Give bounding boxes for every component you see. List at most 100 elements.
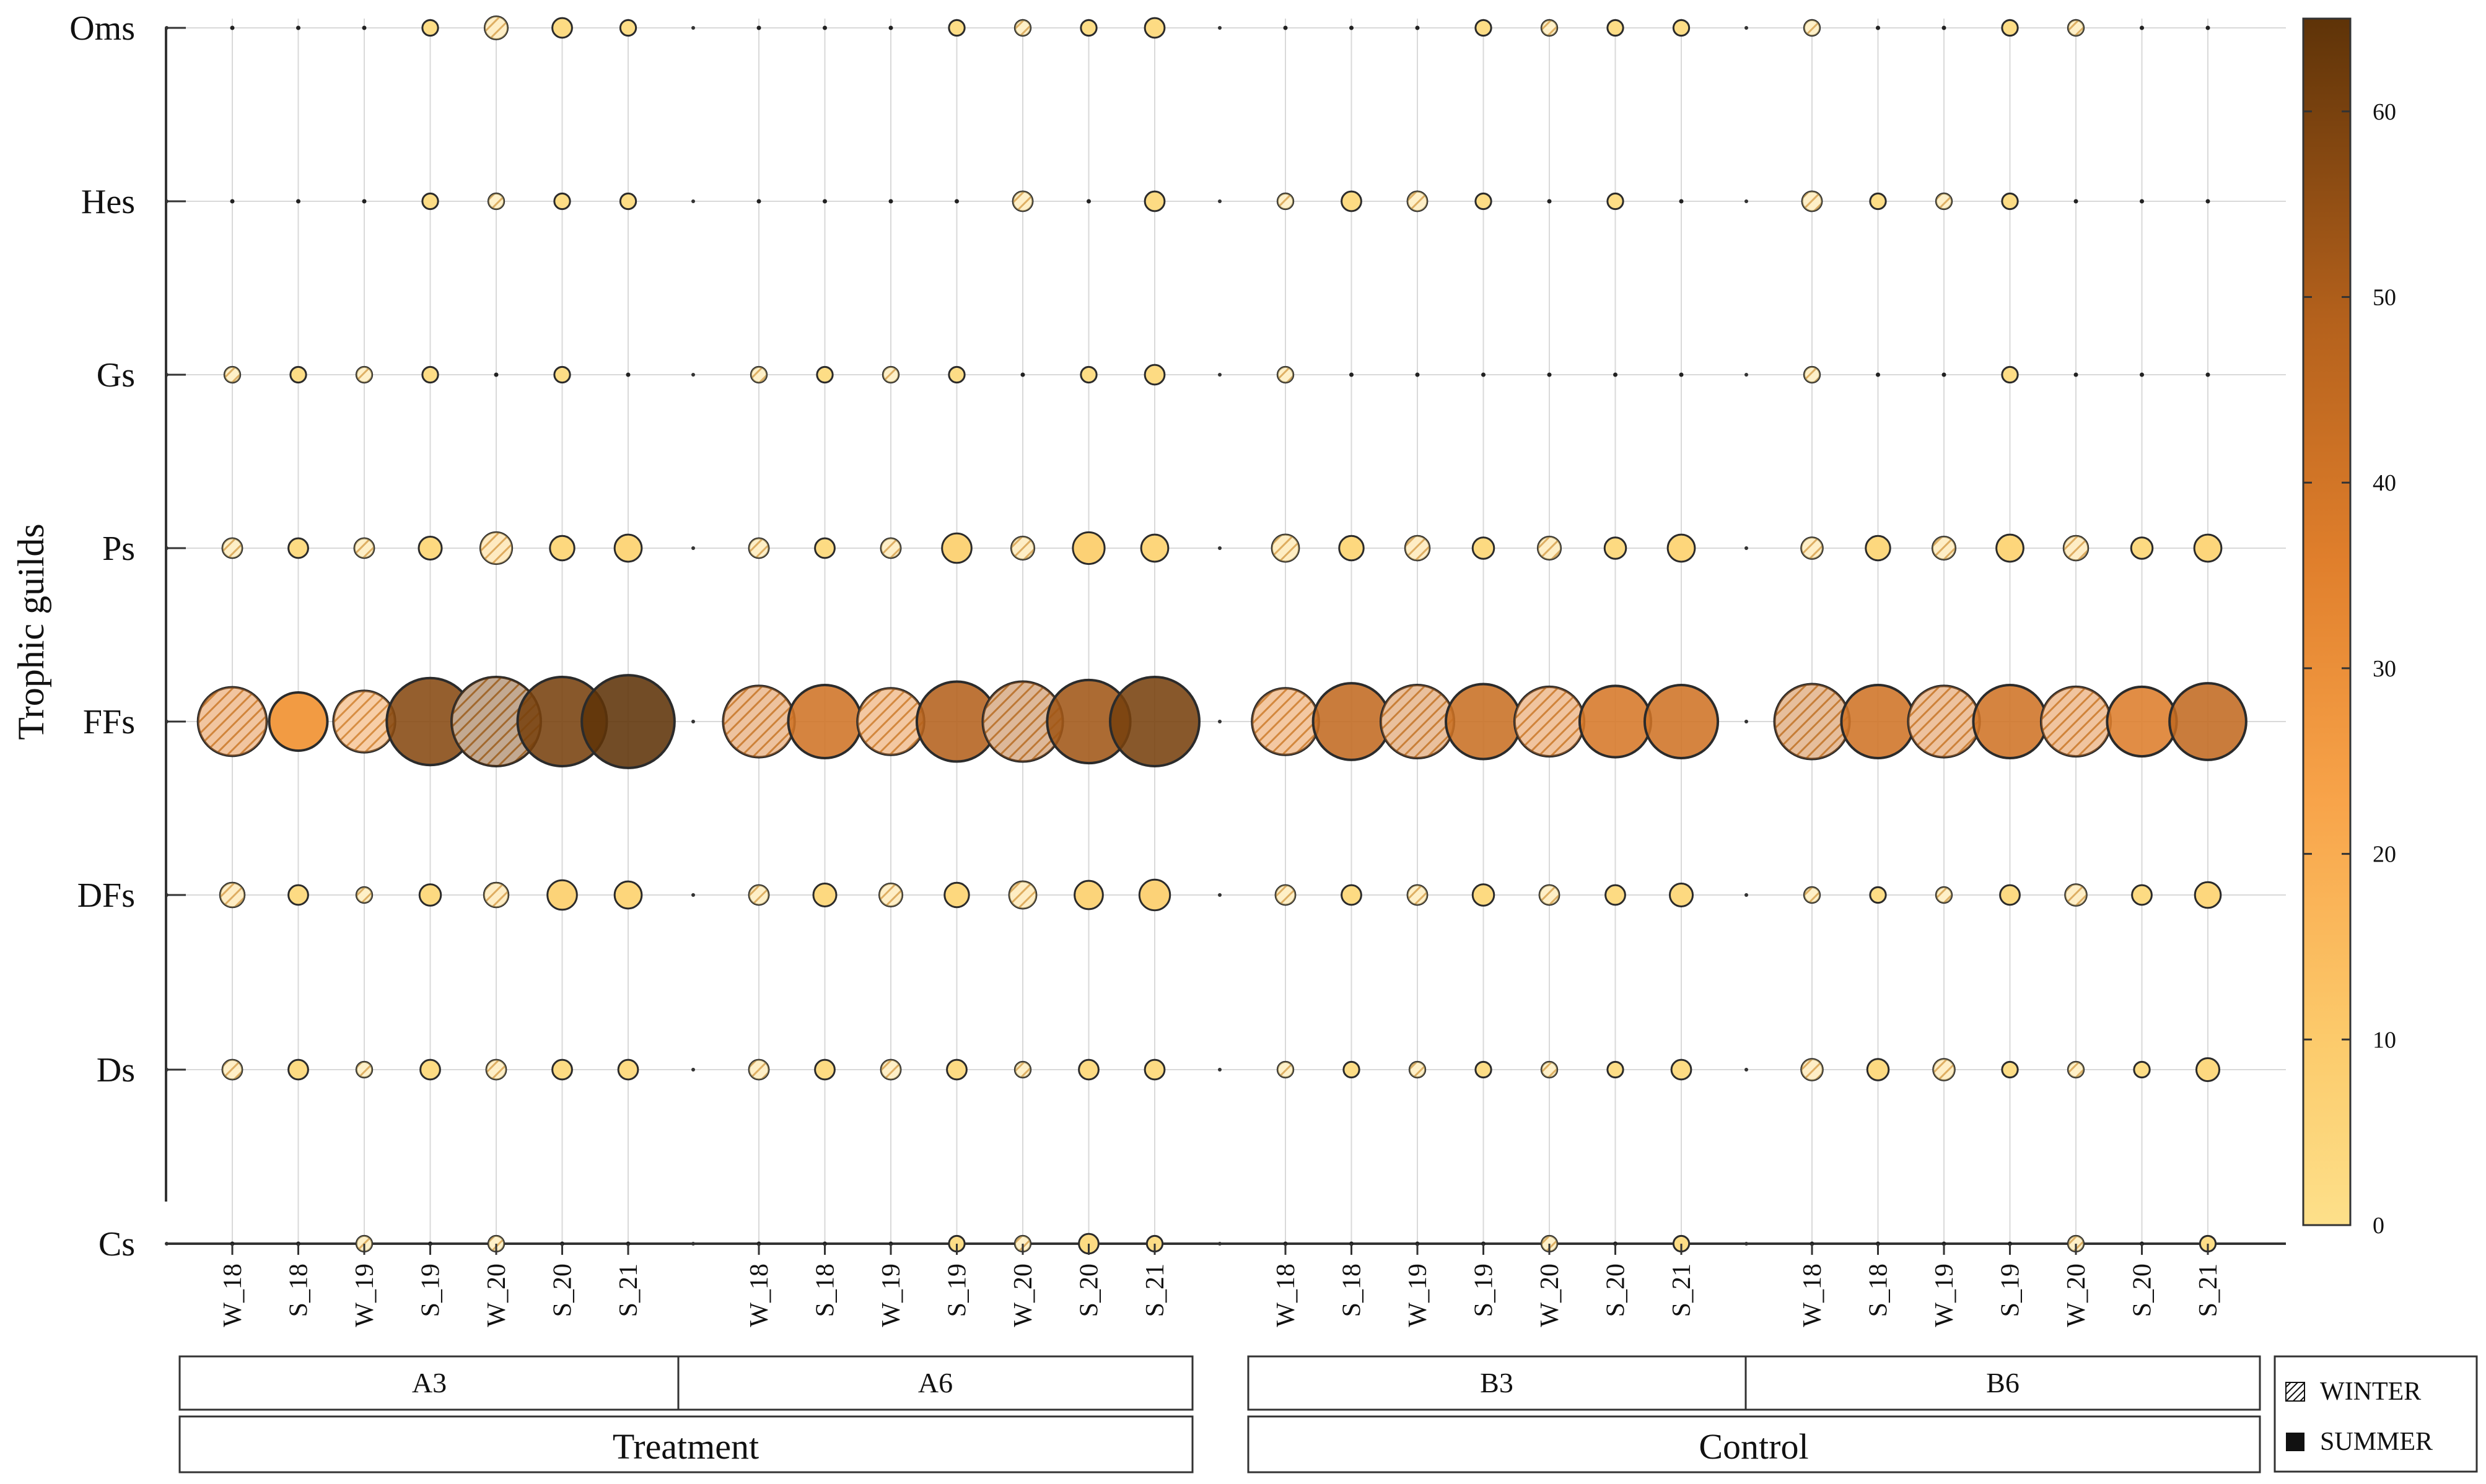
separator-dot: [1218, 26, 1222, 30]
zero-value-marker: [1941, 25, 1946, 30]
separator-dot: [165, 893, 169, 897]
x-tick-label: W_19: [351, 1264, 379, 1327]
site-label-A3: A3: [412, 1367, 447, 1399]
bubble-winter-tint: [1774, 684, 1850, 759]
bubble-B6-Ds-S_20: [2133, 1060, 2151, 1079]
y-tick-label: Cs: [98, 1225, 135, 1264]
y-tick-label: DFs: [77, 876, 135, 915]
bubble-A3-Gs-S_18: [289, 365, 307, 384]
bubble-B3-Ps-W_19: [1404, 535, 1431, 562]
bubble-B6-DFs-S_18: [1869, 886, 1887, 904]
bubble-B3-DFs-S_20: [1604, 884, 1626, 906]
bubble-winter-tint: [749, 1060, 769, 1080]
bubble-B3-Gs-W_18: [1276, 365, 1295, 384]
bubble-winter-tint: [1908, 686, 1980, 757]
bubble-B6-FFs-S_19: [1972, 683, 2048, 760]
bubble-A6-DFs-S_18: [812, 882, 838, 908]
bubble-A3-Ps-S_20: [549, 535, 576, 562]
bubble-B3-Ds-W_19: [1408, 1060, 1427, 1079]
bubble-B3-Hes-W_19: [1406, 190, 1429, 212]
bubble-winter-tint: [2041, 686, 2111, 757]
bubble-B6-Ps-W_18: [1800, 536, 1824, 560]
legend-winter-label: WINTER: [2320, 1377, 2421, 1406]
separator-dot: [691, 720, 695, 723]
bubble-A3-Oms-S_21: [619, 19, 637, 37]
bubble-B3-DFs-W_20: [1538, 884, 1560, 906]
bubble-winter-tint: [751, 367, 767, 383]
bubble-A6-Ds-W_19: [880, 1058, 902, 1081]
bubble-A3-Ps-W_20: [479, 531, 514, 565]
bubble-A6-Ps-S_20: [1072, 531, 1106, 565]
separator-dot: [1744, 1068, 1748, 1072]
bubble-A3-Ps-W_19: [353, 537, 375, 559]
bubble-B6-Oms-W_20: [2067, 19, 2085, 37]
x-tick-label: S_21: [1668, 1264, 1696, 1317]
zero-value-marker: [1349, 372, 1354, 377]
colorbar-gradient: [2302, 17, 2352, 1226]
y-tick-label: Ps: [102, 530, 135, 568]
bubble-winter-tint: [1514, 686, 1585, 757]
legend: WINTER SUMMER: [2274, 1355, 2478, 1473]
colorbar-tick-label: 20: [2373, 842, 2396, 868]
separator-dot: [691, 1242, 695, 1246]
bubble-A3-Ps-S_21: [613, 533, 643, 563]
bubble-winter-tint: [1277, 193, 1293, 209]
bubble-B6-Oms-W_18: [1803, 19, 1821, 37]
bubble-B3-Ds-S_19: [1474, 1060, 1492, 1079]
bubble-B6-DFs-S_19: [1999, 884, 2021, 906]
bubble-winter-tint: [222, 538, 242, 558]
bubble-winter-tint: [1272, 535, 1299, 562]
bubble-A6-Gs-S_20: [1080, 365, 1098, 384]
bubble-winter-tint: [1933, 1058, 1955, 1081]
zero-value-marker: [230, 199, 235, 204]
grid-lines: [166, 19, 2286, 1245]
bubble-A6-Ps-S_21: [1140, 533, 1170, 563]
bubble-B6-Hes-S_19: [2001, 192, 2019, 211]
zero-value-marker: [494, 372, 499, 377]
separator-dot: [1218, 720, 1222, 723]
x-tick-label: W_19: [1404, 1264, 1432, 1327]
x-tick-labels: W_18 S_18 W_19 S_19 W_20 S_20 S_21 W_18 S_18 W_19…: [219, 1244, 2223, 1327]
bubble-A3-Ds-S_18: [287, 1058, 309, 1081]
zero-value-marker: [362, 25, 367, 30]
legend-summer-swatch: [2286, 1433, 2304, 1451]
bubble-B6-Ds-W_19: [1932, 1058, 1956, 1081]
bubble-A6-DFs-W_18: [748, 884, 770, 906]
separator-dot: [165, 720, 169, 723]
separator-dot: [691, 199, 695, 203]
bubble-B6-DFs-S_20: [2131, 884, 2153, 906]
bubble-B3-DFs-W_19: [1406, 884, 1429, 906]
bubble-A3-Ds-W_20: [485, 1058, 507, 1081]
bubble-A6-Hes-S_21: [1144, 190, 1166, 212]
separator-dot: [165, 26, 169, 30]
bubble-winter-tint: [1936, 887, 1952, 903]
bubble-B3-FFs-S_20: [1578, 684, 1653, 759]
bubble-A3-Oms-S_20: [551, 17, 573, 39]
separator-dot: [691, 893, 695, 897]
bubble-A6-Gs-S_18: [816, 365, 834, 384]
zero-value-marker: [1547, 199, 1552, 204]
bubbles: [196, 15, 2247, 1255]
bubble-B3-Ps-S_20: [1603, 536, 1627, 560]
bubble-winter-tint: [1252, 688, 1319, 755]
bubble-A6-Ps-W_19: [880, 537, 902, 559]
x-tick-label: W_20: [1536, 1264, 1564, 1327]
y-tick-label: FFs: [83, 703, 135, 741]
bubble-A3-Ds-S_20: [551, 1058, 573, 1081]
separator-dot: [1744, 373, 1748, 377]
bubble-B3-Ps-S_18: [1338, 535, 1365, 562]
bubble-B6-Ps-S_18: [1865, 535, 1891, 562]
zero-value-marker: [1087, 199, 1091, 204]
bubble-B3-Hes-S_19: [1474, 192, 1492, 211]
x-tick-label: S_20: [2129, 1264, 2157, 1317]
bubble-winter-tint: [1541, 1062, 1557, 1078]
zero-value-marker: [1613, 372, 1617, 377]
colorbar-tick-label: 30: [2373, 656, 2396, 682]
separator-dot: [1744, 546, 1748, 550]
zero-value-marker: [756, 25, 761, 30]
bubble-B3-Ps-S_21: [1666, 533, 1696, 563]
x-tick-label: S_19: [417, 1264, 445, 1317]
x-tick-label: S_20: [1075, 1264, 1104, 1317]
colorbar-ticks: 0 10 20 30 40 50 60: [2303, 99, 2396, 1239]
